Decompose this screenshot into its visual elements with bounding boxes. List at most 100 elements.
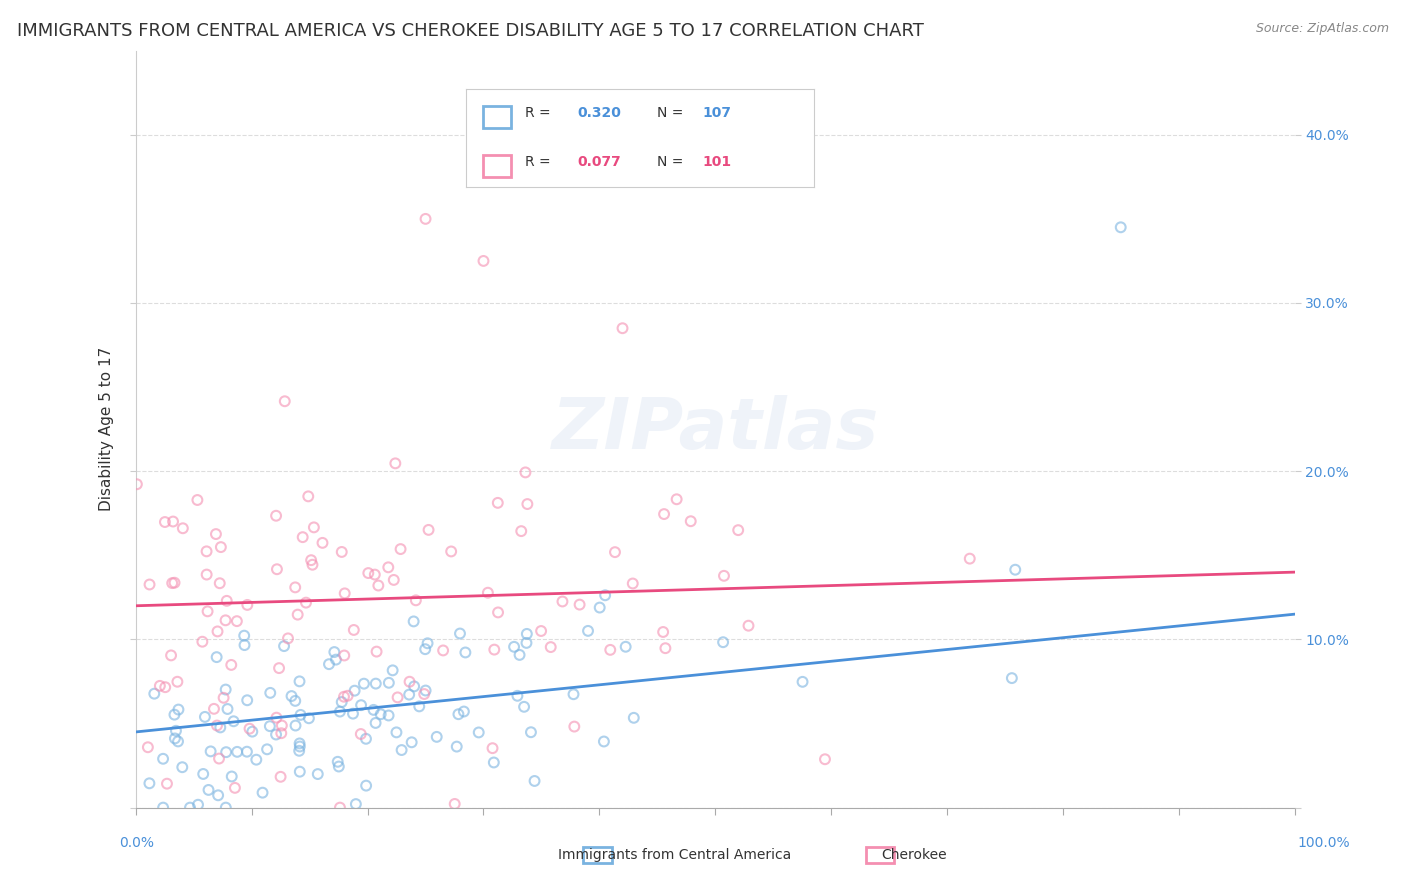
Immigrants from Central America: [416, 636, 439, 650]
Cherokee: [599, 643, 621, 657]
Immigrants from Central America: [363, 703, 385, 717]
Cherokee: [652, 625, 675, 640]
Cherokee: [443, 797, 465, 811]
Immigrants from Central America: [138, 776, 160, 790]
Immigrants from Central America: [408, 699, 430, 714]
Immigrants from Central America: [284, 718, 307, 732]
Immigrants from Central America: [264, 727, 287, 741]
Cherokee: [330, 545, 353, 559]
Cherokee: [568, 598, 591, 612]
Immigrants from Central America: [233, 638, 256, 652]
Immigrants from Central America: [167, 734, 190, 748]
Cherokee: [302, 520, 325, 534]
Cherokee: [367, 578, 389, 592]
Immigrants from Central America: [1004, 563, 1026, 577]
Cherokee: [209, 540, 232, 554]
Immigrants from Central America: [520, 725, 543, 739]
Immigrants from Central America: [194, 710, 217, 724]
Cherokee: [295, 596, 318, 610]
Cherokee: [366, 644, 388, 658]
Immigrants from Central America: [290, 707, 312, 722]
Cherokee: [679, 514, 702, 528]
Cherokee: [267, 661, 290, 675]
Cherokee: [357, 566, 380, 580]
Cherokee: [343, 623, 366, 637]
Text: ZIPatlas: ZIPatlas: [551, 394, 879, 464]
Immigrants from Central America: [1001, 671, 1024, 685]
Immigrants from Central America: [179, 800, 201, 814]
Immigrants from Central America: [326, 755, 349, 769]
Cherokee: [418, 523, 440, 537]
Immigrants from Central America: [288, 736, 311, 750]
Immigrants from Central America: [523, 774, 546, 789]
Cherokee: [195, 567, 218, 582]
Cherokee: [621, 576, 644, 591]
Text: Cherokee: Cherokee: [882, 847, 946, 862]
Cherokee: [612, 321, 634, 335]
Text: Immigrants from Central America: Immigrants from Central America: [558, 847, 792, 862]
Immigrants from Central America: [516, 627, 538, 641]
Immigrants from Central America: [215, 745, 238, 759]
Immigrants from Central America: [614, 640, 637, 654]
Cherokee: [195, 544, 218, 558]
Cherokee: [270, 726, 292, 740]
Cherokee: [153, 515, 176, 529]
Immigrants from Central America: [221, 770, 243, 784]
Immigrants from Central America: [288, 739, 311, 754]
Cherokee: [277, 632, 299, 646]
Immigrants from Central America: [515, 636, 537, 650]
Immigrants from Central America: [330, 695, 353, 709]
Cherokee: [205, 527, 228, 541]
Cherokee: [516, 497, 538, 511]
Cherokee: [350, 727, 373, 741]
Immigrants from Central America: [404, 679, 426, 693]
Cherokee: [413, 687, 436, 701]
Cherokee: [287, 607, 309, 622]
Immigrants from Central America: [354, 731, 377, 746]
Immigrants from Central America: [350, 698, 373, 713]
Immigrants from Central America: [193, 767, 215, 781]
Immigrants from Central America: [217, 702, 239, 716]
Cherokee: [299, 553, 322, 567]
Cherokee: [291, 530, 314, 544]
Cherokee: [297, 489, 319, 503]
Cherokee: [486, 606, 509, 620]
Immigrants from Central America: [370, 707, 392, 722]
Text: Source: ZipAtlas.com: Source: ZipAtlas.com: [1256, 22, 1389, 36]
Cherokee: [149, 679, 172, 693]
Immigrants from Central America: [415, 683, 437, 698]
Immigrants from Central America: [205, 650, 228, 665]
Immigrants from Central America: [207, 789, 229, 803]
Immigrants from Central America: [467, 725, 489, 739]
Immigrants from Central America: [593, 734, 616, 748]
Y-axis label: Disability Age 5 to 17: Disability Age 5 to 17: [100, 347, 114, 511]
Cherokee: [219, 657, 242, 672]
Immigrants from Central America: [288, 764, 311, 779]
Cherokee: [224, 780, 246, 795]
Cherokee: [603, 545, 626, 559]
Cherokee: [382, 573, 405, 587]
Cherokee: [333, 690, 356, 704]
Immigrants from Central America: [576, 624, 599, 638]
Cherokee: [215, 594, 238, 608]
Cherokee: [160, 576, 183, 591]
Immigrants from Central America: [323, 645, 346, 659]
Immigrants from Central America: [426, 730, 449, 744]
Cherokee: [415, 211, 437, 226]
Cherokee: [336, 689, 359, 703]
Immigrants from Central America: [711, 635, 734, 649]
Immigrants from Central America: [342, 706, 364, 721]
Immigrants from Central America: [509, 648, 531, 662]
Cherokee: [389, 542, 412, 557]
Immigrants from Central America: [449, 626, 471, 640]
Immigrants from Central America: [163, 731, 186, 746]
Cherokee: [136, 740, 159, 755]
Immigrants from Central America: [446, 739, 468, 754]
Cherokee: [540, 640, 562, 654]
Immigrants from Central America: [197, 783, 219, 797]
Cherokee: [477, 585, 499, 599]
Immigrants from Central America: [298, 711, 321, 725]
Immigrants from Central America: [236, 745, 259, 759]
Cherokee: [163, 575, 186, 590]
Immigrants from Central America: [353, 676, 375, 690]
